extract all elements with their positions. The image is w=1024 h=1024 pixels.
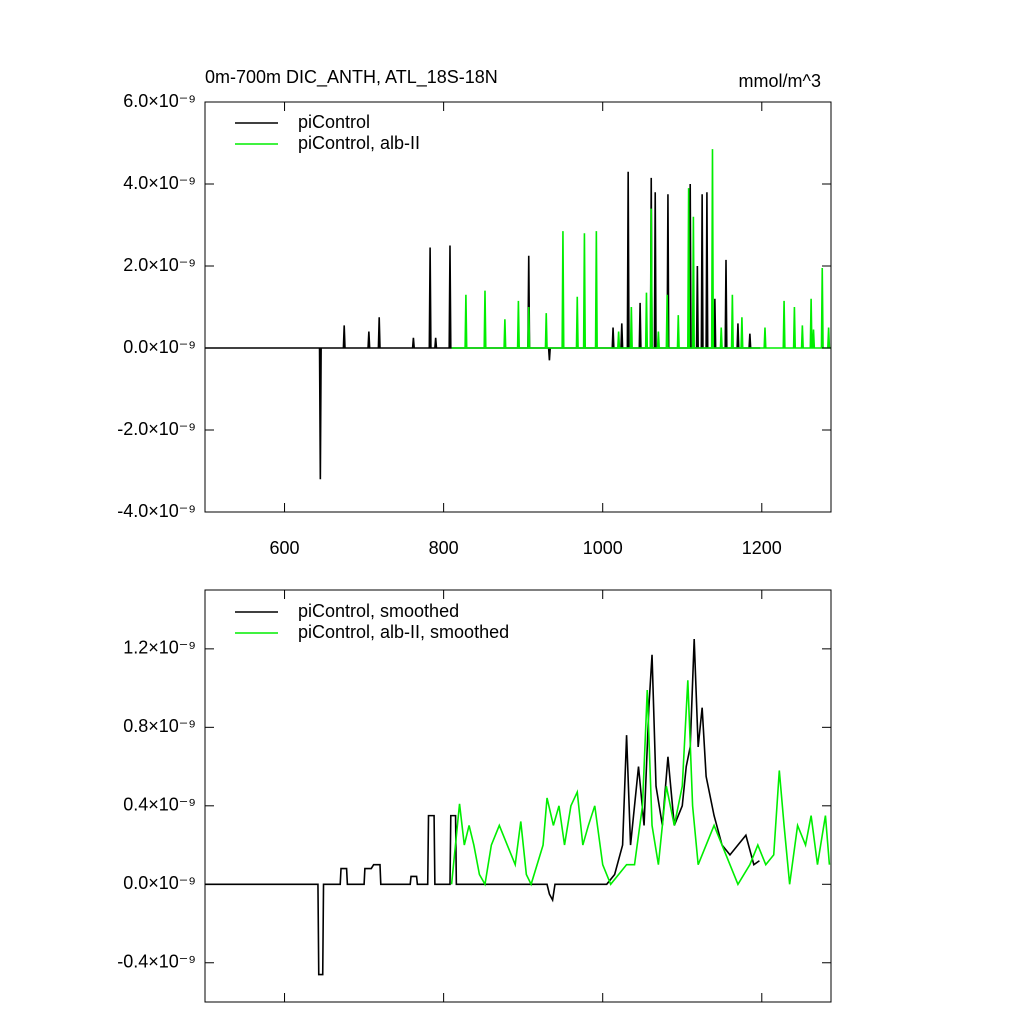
y-tick-label: -2.0×10⁻⁹ <box>117 419 196 439</box>
series-line <box>205 171 761 480</box>
legend-label: piControl, alb-II <box>298 133 420 153</box>
x-tick-label: 600 <box>270 538 300 558</box>
plot-frame <box>204 101 832 513</box>
chart-title: 0m-700m DIC_ANTH, ATL_18S-18N <box>205 67 498 88</box>
series-line <box>205 639 760 976</box>
y-tick-label: 6.0×10⁻⁹ <box>123 91 196 111</box>
y-tick-label: 2.0×10⁻⁹ <box>123 255 196 275</box>
y-tick-label: 4.0×10⁻⁹ <box>123 173 196 193</box>
x-tick-label: 800 <box>429 538 459 558</box>
series-line <box>450 680 831 887</box>
y-tick-label: -0.4×10⁻⁹ <box>117 952 196 972</box>
series-line <box>451 149 831 349</box>
y-tick-label: 0.8×10⁻⁹ <box>123 716 196 736</box>
y-tick-label: 1.2×10⁻⁹ <box>123 638 196 658</box>
y-tick-label: 0.0×10⁻⁹ <box>123 873 196 893</box>
x-tick-label: 1200 <box>742 538 782 558</box>
plot-frame <box>204 589 832 1003</box>
x-tick-label: 1000 <box>583 538 623 558</box>
legend-label: piControl, alb-II, smoothed <box>298 622 509 642</box>
y-tick-label: -4.0×10⁻⁹ <box>117 501 196 521</box>
y-tick-label: 0.0×10⁻⁹ <box>123 337 196 357</box>
y-tick-label: 0.4×10⁻⁹ <box>123 795 196 815</box>
legend-label: piControl <box>298 112 370 132</box>
units-label: mmol/m^3 <box>739 71 821 91</box>
legend-label: piControl, smoothed <box>298 601 459 621</box>
